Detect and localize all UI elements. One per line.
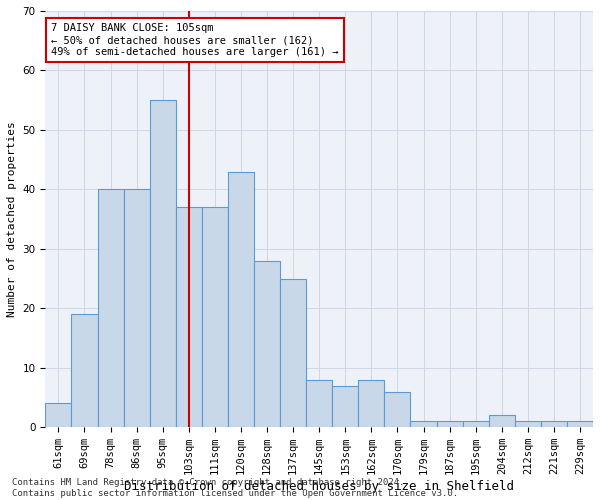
Bar: [567, 422, 593, 428]
Bar: [71, 314, 98, 428]
Bar: [541, 422, 567, 428]
Bar: [437, 422, 463, 428]
Bar: [176, 207, 202, 428]
Bar: [385, 392, 410, 428]
Bar: [46, 404, 71, 427]
Bar: [306, 380, 332, 428]
Text: 7 DAISY BANK CLOSE: 105sqm
← 50% of detached houses are smaller (162)
49% of sem: 7 DAISY BANK CLOSE: 105sqm ← 50% of deta…: [51, 24, 338, 56]
Bar: [332, 386, 358, 428]
Bar: [202, 207, 228, 428]
Bar: [149, 100, 176, 428]
Bar: [254, 260, 280, 428]
Bar: [124, 190, 149, 428]
Text: Contains HM Land Registry data © Crown copyright and database right 2024.
Contai: Contains HM Land Registry data © Crown c…: [12, 478, 458, 498]
Bar: [358, 380, 385, 428]
Y-axis label: Number of detached properties: Number of detached properties: [7, 121, 17, 317]
Bar: [410, 422, 437, 428]
X-axis label: Distribution of detached houses by size in Shelfield: Distribution of detached houses by size …: [124, 480, 514, 493]
Bar: [98, 190, 124, 428]
Bar: [515, 422, 541, 428]
Bar: [463, 422, 489, 428]
Bar: [280, 278, 306, 428]
Bar: [228, 172, 254, 428]
Bar: [489, 416, 515, 428]
